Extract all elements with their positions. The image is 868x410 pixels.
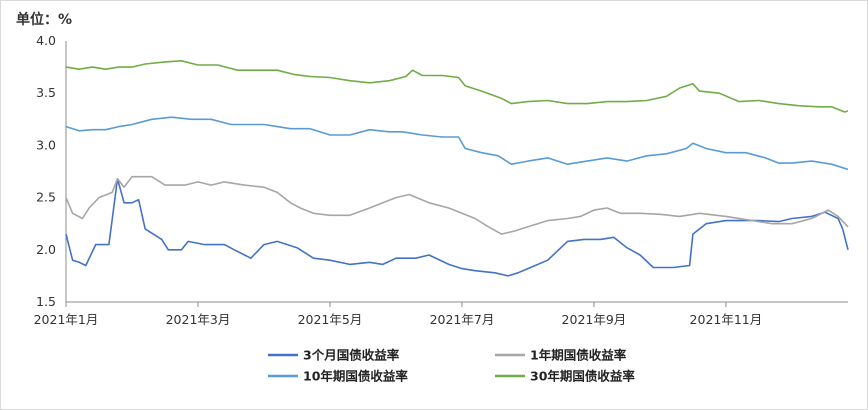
x-tick-label: 2021年1月: [34, 312, 99, 327]
x-axis-ticks: 2021年1月 2021年3月 2021年5月 2021年7月 2021年9月 2021年…: [34, 302, 763, 327]
legend-label: 1年期国债收益率: [530, 348, 627, 363]
y-tick-label: 1.5: [36, 294, 56, 309]
series-line-2: [65, 175, 849, 235]
legend-label: 3个月国债收益率: [303, 348, 400, 363]
series-line-4: [65, 60, 849, 113]
y-tick-label: 3.5: [36, 85, 56, 100]
y-axis-ticks: 1.5 2.0 2.5 3.0 3.5 4.0: [36, 33, 56, 309]
x-tick-label: 2021年9月: [562, 312, 627, 327]
y-tick-label: 2.5: [36, 190, 56, 205]
legend-label: 10年期国债收益率: [303, 369, 408, 384]
legend: 3个月国债收益率 1年期国债收益率 10年期国债收益率 30年期国债收益率: [268, 348, 635, 384]
y-tick-label: 2.0: [36, 242, 56, 257]
x-tick-label: 2021年5月: [298, 312, 363, 327]
unit-label: 单位：%: [16, 12, 73, 28]
series-line-1: [65, 178, 849, 277]
x-tick-label: 2021年3月: [166, 312, 231, 327]
legend-label: 30年期国债收益率: [530, 369, 635, 384]
series-lines: [65, 60, 849, 277]
x-tick-label: 2021年7月: [430, 312, 495, 327]
y-tick-label: 3.0: [36, 137, 56, 152]
series-line-3: [65, 116, 849, 171]
x-tick-label: 2021年11月: [690, 312, 763, 327]
y-tick-label: 4.0: [36, 33, 56, 48]
